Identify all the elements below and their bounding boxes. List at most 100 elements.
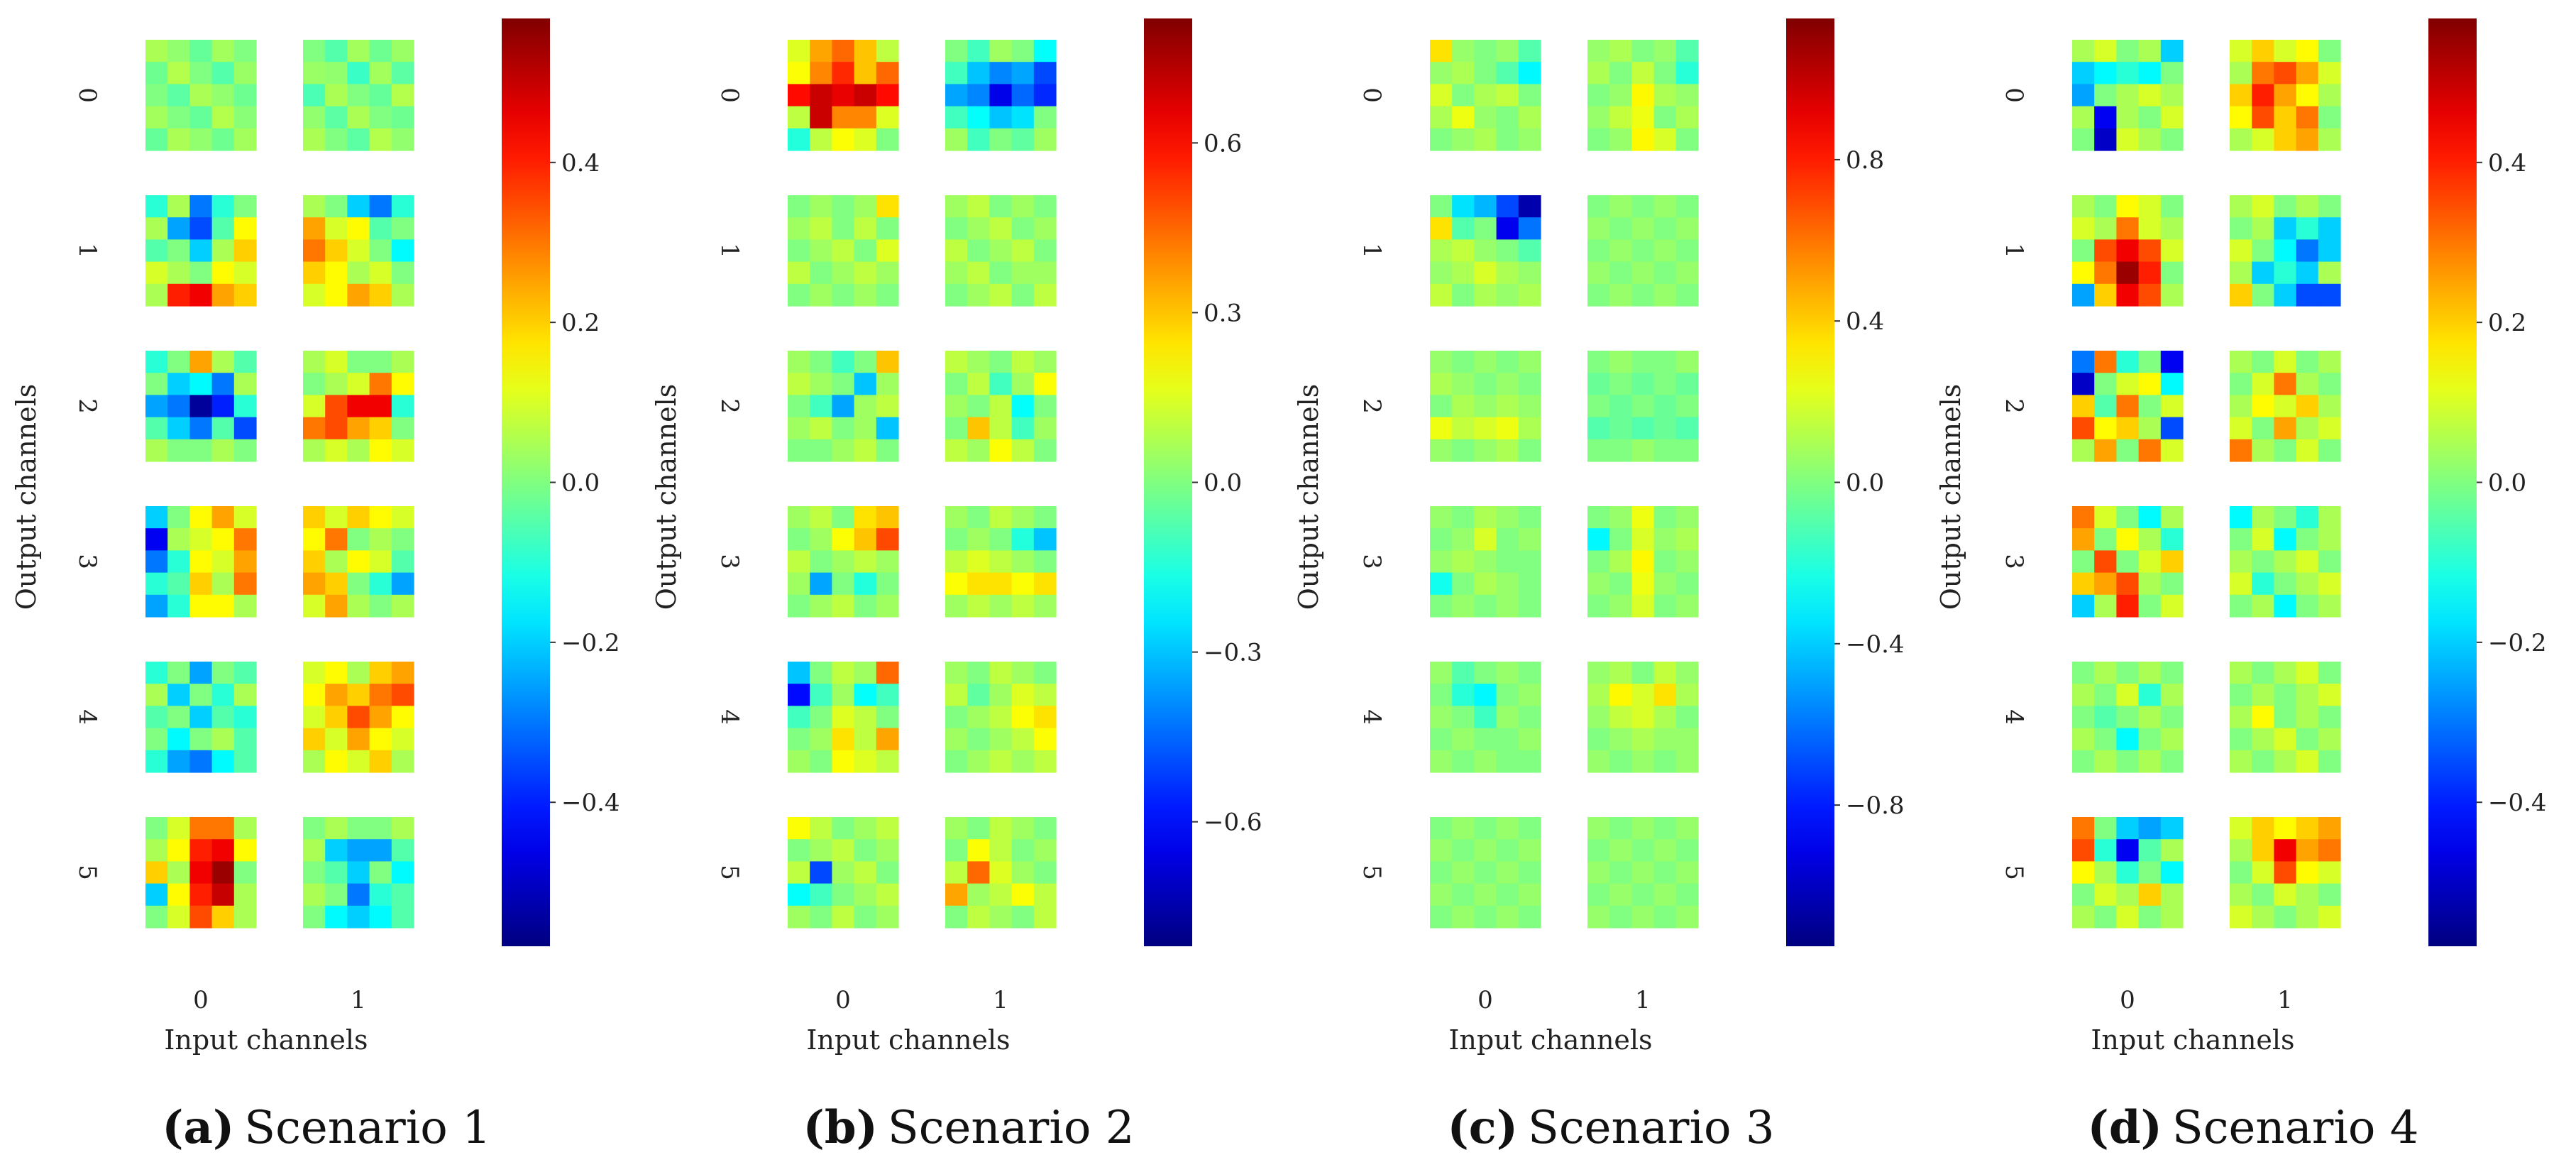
panel-scenario-4: Output channels Input channels (d) Scenar…	[1935, 18, 2547, 1154]
heatmap-cell	[325, 684, 348, 706]
colorbar-tick-label: 0.0	[2488, 469, 2526, 498]
heatmap-cell	[369, 861, 392, 885]
kernel-out4-in1	[303, 662, 414, 773]
heatmap-cell	[1609, 283, 1632, 307]
heatmap-cell	[854, 750, 877, 773]
heatmap-cell	[2138, 195, 2162, 218]
heatmap-cell	[189, 239, 213, 263]
heatmap-cell	[189, 351, 213, 373]
heatmap-cell	[788, 217, 810, 240]
heatmap-cell	[2274, 106, 2297, 129]
heatmap-cell	[189, 195, 213, 218]
heatmap-cell	[1609, 261, 1632, 285]
heatmap-cell	[1675, 351, 1699, 373]
heatmap-cell	[2160, 817, 2184, 840]
heatmap-cell	[967, 905, 990, 929]
heatmap-cell	[145, 261, 168, 285]
heatmap-cell	[2160, 40, 2184, 62]
heatmap-cell	[303, 106, 326, 129]
heatmap-cell	[1496, 594, 1519, 618]
heatmap-cell	[1452, 905, 1475, 929]
heatmap-cell	[1675, 217, 1699, 240]
heatmap-cell	[1675, 662, 1699, 684]
heatmap-cell	[167, 550, 190, 574]
heatmap-cell	[810, 572, 832, 596]
heatmap-cell	[1653, 528, 1677, 551]
heatmap-cell	[876, 861, 899, 885]
heatmap-cell	[1430, 905, 1453, 929]
output-channel-label-5: 5	[73, 865, 101, 880]
heatmap-cell	[145, 528, 168, 551]
heatmap-cell	[2318, 395, 2341, 418]
heatmap-cell	[2274, 528, 2297, 551]
heatmap-cell	[810, 106, 832, 129]
heatmap-cell	[1518, 662, 1541, 684]
heatmap-cell	[303, 572, 326, 596]
heatmap-cell	[1653, 283, 1677, 307]
heatmap-cell	[1033, 261, 1057, 285]
input-channel-label-1: 1	[2277, 986, 2293, 1014]
heatmap-cell	[854, 883, 877, 907]
heatmap-cell	[1609, 572, 1632, 596]
heatmap-cell	[1430, 84, 1453, 107]
heatmap-cell	[145, 550, 168, 574]
heatmap-cell	[810, 750, 832, 773]
colorbar-tick-label: 0.4	[1846, 307, 1884, 336]
heatmap-cell	[1518, 373, 1541, 395]
heatmap-cell	[989, 817, 1013, 840]
heatmap-cell	[2230, 706, 2252, 729]
heatmap-cell	[1452, 351, 1475, 373]
heatmap-cell	[1033, 528, 1057, 551]
heatmap-cell	[145, 706, 168, 729]
heatmap-cell	[1675, 550, 1699, 574]
heatmap-cell	[369, 261, 392, 285]
heatmap-cell	[189, 662, 213, 684]
heatmap-cell	[1033, 40, 1057, 62]
heatmap-cell	[832, 550, 855, 574]
kernel-out5-in0	[2072, 817, 2184, 929]
heatmap-cell	[1631, 439, 1655, 462]
heatmap-cell	[1474, 528, 1497, 551]
heatmap-cell	[189, 283, 213, 307]
heatmap-cell	[233, 40, 257, 62]
heatmap-cell	[1011, 106, 1035, 129]
heatmap-cell	[854, 217, 877, 240]
heatmap-cell	[1587, 395, 1610, 418]
heatmap-cell	[1609, 728, 1632, 751]
heatmap-cell	[1587, 40, 1610, 62]
heatmap-cell	[167, 572, 190, 596]
heatmap-cell	[832, 506, 855, 529]
heatmap-cell	[2072, 217, 2095, 240]
colorbar	[2428, 18, 2477, 946]
kernel-out5-in1	[2230, 817, 2341, 929]
heatmap-cell	[788, 62, 810, 84]
colorbar-tick-label: 0.3	[1204, 299, 1242, 327]
heatmap-cell	[832, 572, 855, 596]
heatmap-cell	[1033, 439, 1057, 462]
heatmap-cell	[1011, 706, 1035, 729]
heatmap-cell	[325, 572, 348, 596]
kernel-out0-in0	[2072, 40, 2184, 151]
heatmap-cell	[2116, 351, 2140, 373]
heatmap-cell	[1518, 594, 1541, 618]
heatmap-cell	[832, 395, 855, 418]
heatmap-cell	[1653, 351, 1677, 373]
heatmap-cell	[2094, 84, 2117, 107]
heatmap-cell	[1518, 128, 1541, 151]
heatmap-cell	[2274, 128, 2297, 151]
heatmap-cell	[2296, 506, 2319, 529]
colorbar-tick-label: −0.4	[1846, 630, 1905, 659]
heatmap-cell	[1518, 572, 1541, 596]
heatmap-cell	[167, 261, 190, 285]
heatmap-cell	[145, 373, 168, 395]
heatmap-cell	[989, 839, 1013, 862]
heatmap-cell	[167, 883, 190, 907]
heatmap-cell	[1675, 239, 1699, 263]
heatmap-cell	[1609, 40, 1632, 62]
output-channel-label-4: 4	[1358, 709, 1386, 725]
heatmap-cell	[2296, 217, 2319, 240]
heatmap-cell	[2160, 373, 2184, 395]
heatmap-cell	[391, 594, 414, 618]
heatmap-cell	[1518, 550, 1541, 574]
heatmap-cell	[967, 40, 990, 62]
